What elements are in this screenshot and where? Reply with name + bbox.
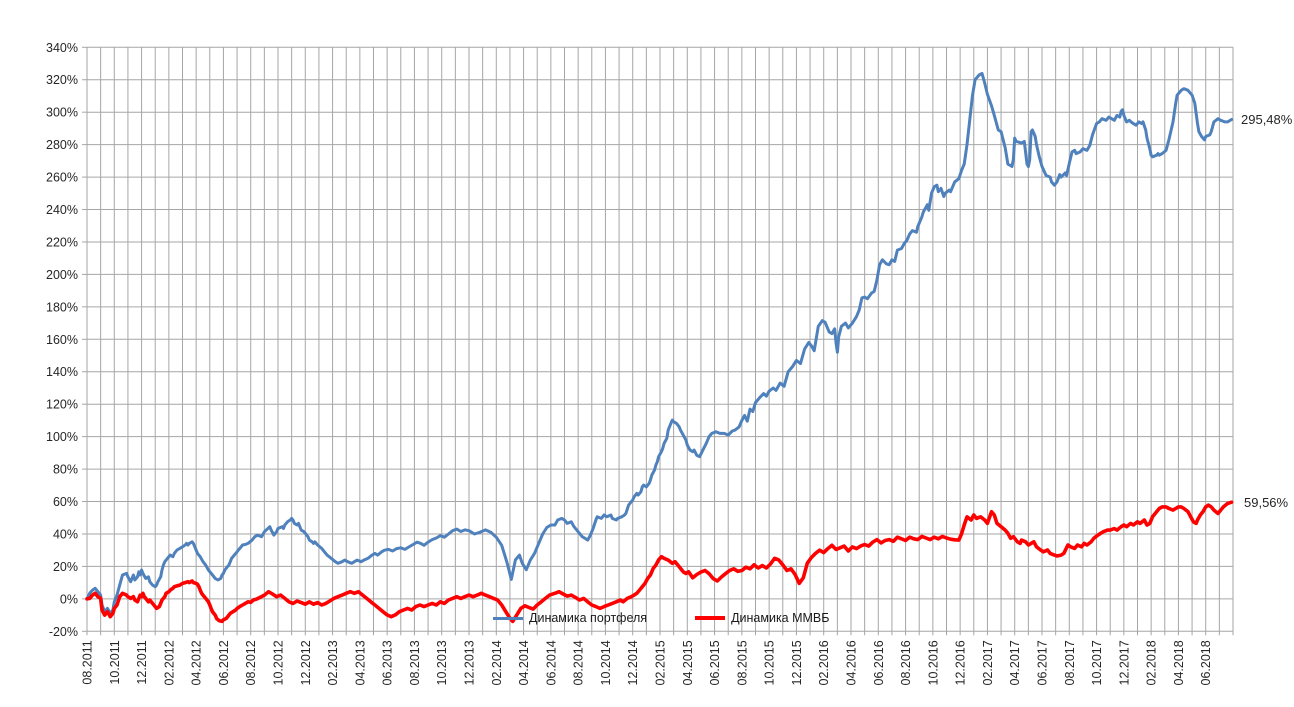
svg-text:08.2016: 08.2016 <box>899 640 913 685</box>
svg-text:140%: 140% <box>46 365 78 379</box>
legend-label-micex: Динамика ММВБ <box>731 611 830 625</box>
svg-text:10.2011: 10.2011 <box>108 640 122 684</box>
svg-text:300%: 300% <box>46 106 78 120</box>
series-end-label-portfolio: 295,48% <box>1241 112 1293 128</box>
x-axis-labels: 08.2011 10.2011 12.2011 02.2012 04.2012 06.20… <box>81 640 1214 685</box>
svg-text:02.2014: 02.2014 <box>490 640 504 685</box>
svg-text:06.2014: 06.2014 <box>544 640 558 685</box>
svg-text:12.2012: 12.2012 <box>299 640 313 685</box>
series-line-portfolio[interactable] <box>85 71 1234 615</box>
gridlines <box>82 46 1234 636</box>
svg-text:10.2013: 10.2013 <box>435 640 449 685</box>
svg-text:04.2015: 04.2015 <box>681 640 695 685</box>
svg-text:80%: 80% <box>53 463 78 477</box>
svg-text:12.2017: 12.2017 <box>1117 640 1131 685</box>
svg-text:10.2015: 10.2015 <box>763 640 777 685</box>
svg-text:120%: 120% <box>46 398 78 412</box>
svg-text:08.2013: 08.2013 <box>408 640 422 685</box>
svg-text:12.2016: 12.2016 <box>954 640 968 685</box>
svg-text:06.2017: 06.2017 <box>1036 640 1050 685</box>
svg-text:06.2018: 06.2018 <box>1199 640 1213 685</box>
svg-text:02.2018: 02.2018 <box>1145 640 1159 685</box>
svg-text:02.2016: 02.2016 <box>817 640 831 685</box>
svg-text:180%: 180% <box>46 300 78 314</box>
svg-text:10.2017: 10.2017 <box>1090 640 1104 685</box>
svg-text:04.2012: 04.2012 <box>190 640 204 685</box>
svg-text:12.2011: 12.2011 <box>135 640 149 684</box>
portfolio-line-swatch-icon <box>493 616 523 620</box>
svg-text:12.2014: 12.2014 <box>626 640 640 685</box>
svg-text:20%: 20% <box>53 560 78 574</box>
svg-text:60%: 60% <box>53 495 78 509</box>
svg-text:10.2012: 10.2012 <box>272 640 286 685</box>
svg-text:40%: 40% <box>53 527 78 541</box>
svg-text:200%: 200% <box>46 268 78 282</box>
legend-item-portfolio[interactable]: Динамика портфеля <box>493 611 647 625</box>
svg-text:02.2012: 02.2012 <box>162 640 176 685</box>
svg-text:06.2015: 06.2015 <box>708 640 722 685</box>
svg-text:320%: 320% <box>46 73 78 87</box>
svg-text:-20%: -20% <box>49 625 78 639</box>
svg-text:12.2013: 12.2013 <box>463 640 477 685</box>
legend-label-portfolio: Динамика портфеля <box>529 611 648 625</box>
y-axis-labels: 340% 320% 300% 280% 260% 240% 220% 200% 180% 160%… <box>46 41 78 639</box>
svg-text:02.2017: 02.2017 <box>981 640 995 685</box>
svg-text:240%: 240% <box>46 203 78 217</box>
series-end-label-micex: 59,56% <box>1244 494 1289 510</box>
svg-text:02.2015: 02.2015 <box>654 640 668 685</box>
svg-text:10.2014: 10.2014 <box>599 640 613 685</box>
svg-text:06.2013: 06.2013 <box>381 640 395 685</box>
svg-text:08.2012: 08.2012 <box>244 640 258 685</box>
svg-text:04.2017: 04.2017 <box>1008 640 1022 685</box>
svg-text:10.2016: 10.2016 <box>926 640 940 685</box>
svg-text:04.2013: 04.2013 <box>353 640 367 685</box>
svg-text:260%: 260% <box>46 171 78 185</box>
legend: Динамика портфеля Динамика ММВБ <box>493 611 829 625</box>
svg-text:06.2016: 06.2016 <box>872 640 886 685</box>
svg-text:160%: 160% <box>46 333 78 347</box>
svg-text:340%: 340% <box>46 41 78 55</box>
svg-text:06.2012: 06.2012 <box>217 640 231 685</box>
svg-text:280%: 280% <box>46 138 78 152</box>
micex-line-swatch-icon <box>695 616 726 620</box>
svg-text:100%: 100% <box>46 430 78 444</box>
legend-item-micex[interactable]: Динамика ММВБ <box>695 611 829 625</box>
svg-text:12.2015: 12.2015 <box>790 640 804 685</box>
svg-text:04.2018: 04.2018 <box>1172 640 1186 685</box>
svg-text:220%: 220% <box>46 235 78 249</box>
svg-text:0%: 0% <box>60 592 78 606</box>
svg-text:08.2014: 08.2014 <box>572 640 586 685</box>
svg-text:08.2011: 08.2011 <box>81 640 95 684</box>
svg-text:08.2015: 08.2015 <box>735 640 749 685</box>
series-line-micex[interactable] <box>85 500 1234 624</box>
svg-text:04.2014: 04.2014 <box>517 640 531 685</box>
svg-text:08.2017: 08.2017 <box>1063 640 1077 685</box>
svg-text:02.2013: 02.2013 <box>326 640 340 685</box>
svg-text:04.2016: 04.2016 <box>845 640 859 685</box>
